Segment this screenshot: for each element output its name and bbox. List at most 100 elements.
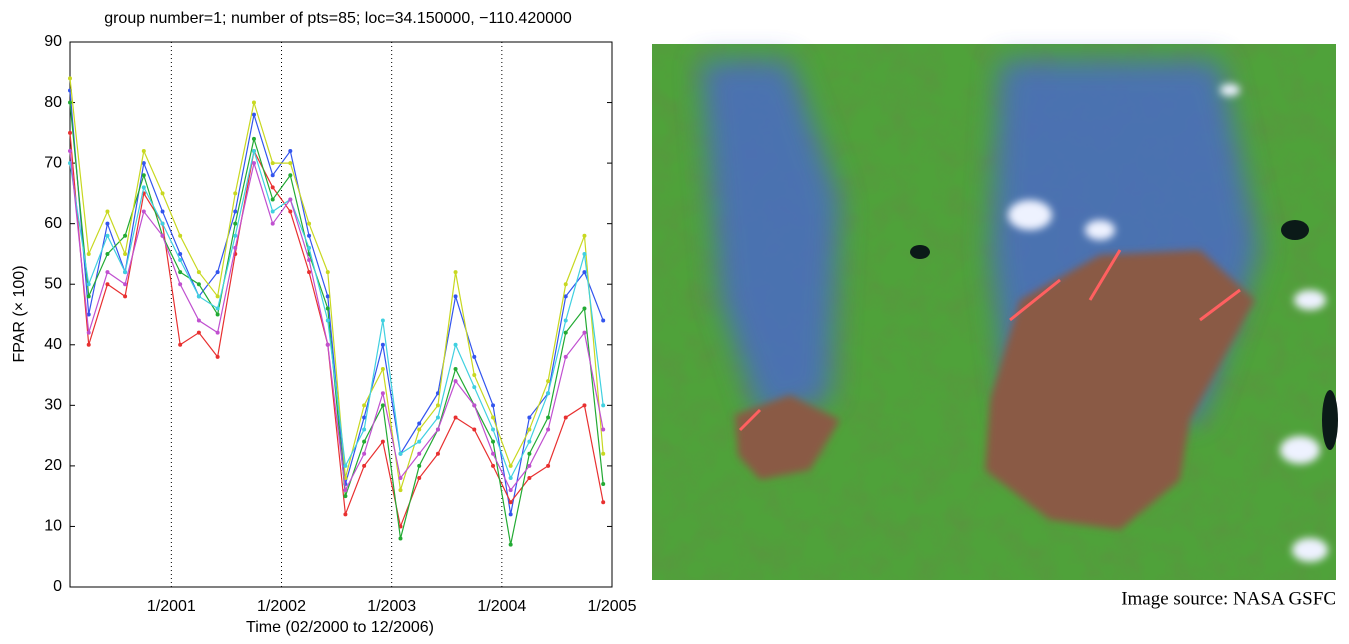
- data-point: [123, 282, 128, 287]
- plot-frame: [69, 41, 613, 588]
- data-point: [233, 233, 238, 238]
- data-point: [123, 270, 128, 275]
- data-point: [563, 294, 568, 299]
- data-point: [105, 221, 110, 226]
- data-point: [233, 191, 238, 196]
- x-axis-label: Time (02/2000 to 12/2006): [246, 619, 434, 636]
- data-point: [527, 451, 532, 456]
- data-point: [325, 294, 330, 299]
- data-point: [362, 451, 367, 456]
- data-point: [141, 185, 146, 190]
- data-point: [435, 415, 440, 420]
- data-point: [215, 306, 220, 311]
- data-point: [288, 209, 293, 214]
- y-tick-label: 70: [44, 154, 62, 171]
- data-point: [86, 282, 91, 287]
- data-point: [527, 463, 532, 468]
- data-point: [453, 294, 458, 299]
- data-point: [178, 270, 183, 275]
- data-point: [582, 306, 587, 311]
- data-point: [453, 342, 458, 347]
- data-point: [270, 173, 275, 178]
- data-point: [563, 330, 568, 335]
- data-point: [251, 100, 256, 105]
- data-point: [105, 209, 110, 214]
- data-point: [362, 415, 367, 420]
- data-point: [601, 403, 606, 408]
- y-axis-label: FPAR (× 100): [11, 265, 28, 362]
- data-point: [582, 270, 587, 275]
- data-point: [417, 427, 422, 432]
- data-point: [270, 209, 275, 214]
- data-point: [380, 342, 385, 347]
- x-tick-label: 1/2001: [147, 598, 196, 615]
- y-tick-label: 60: [44, 215, 62, 232]
- data-point: [251, 149, 256, 153]
- data-point: [472, 385, 477, 390]
- data-point: [582, 403, 587, 408]
- data-point: [270, 221, 275, 226]
- data-point: [178, 251, 183, 256]
- series-line: [69, 78, 604, 491]
- data-point: [86, 251, 91, 256]
- data-point: [196, 282, 201, 287]
- data-point: [251, 112, 256, 117]
- data-point: [362, 403, 367, 408]
- data-point: [141, 209, 146, 214]
- data-point: [343, 512, 348, 517]
- data-point: [546, 427, 551, 432]
- data-point: [325, 270, 330, 275]
- data-point: [582, 251, 587, 256]
- y-tick-label: 90: [44, 33, 62, 50]
- series-line: [69, 148, 604, 480]
- data-point: [196, 270, 201, 275]
- image-caption: Image source: NASA GSFC: [1121, 588, 1336, 609]
- data-point: [398, 476, 403, 480]
- data-point: [472, 403, 477, 408]
- data-point: [325, 342, 330, 347]
- data-point: [601, 427, 606, 432]
- data-point: [160, 209, 165, 214]
- y-tick-label: 10: [44, 518, 62, 535]
- data-point: [160, 233, 165, 238]
- data-point: [435, 403, 440, 408]
- series-line: [69, 90, 604, 515]
- data-point: [491, 415, 496, 420]
- data-point: [417, 463, 422, 468]
- data-point: [196, 330, 201, 335]
- data-point: [105, 270, 110, 275]
- data-point: [380, 318, 385, 323]
- data-point: [472, 373, 477, 378]
- data-point: [68, 76, 72, 81]
- y-tick-label: 0: [53, 578, 62, 595]
- data-point: [68, 130, 72, 135]
- data-point: [491, 427, 496, 432]
- data-point: [398, 451, 403, 456]
- data-point: [380, 367, 385, 371]
- chart-title: group number=1; number of pts=85; loc=34…: [104, 10, 572, 27]
- data-point: [307, 221, 312, 226]
- data-point: [601, 482, 606, 487]
- data-point: [362, 463, 367, 468]
- data-point: [601, 318, 606, 323]
- data-point: [288, 197, 293, 202]
- data-point: [435, 427, 440, 432]
- data-point: [417, 451, 422, 456]
- data-point: [563, 354, 568, 359]
- data-point: [270, 197, 275, 202]
- data-point: [417, 476, 422, 480]
- data-point: [288, 173, 293, 178]
- data-point: [270, 185, 275, 190]
- data-point: [563, 318, 568, 323]
- data-point: [472, 427, 477, 432]
- data-point: [86, 330, 91, 335]
- data-point: [527, 427, 532, 432]
- data-point: [508, 488, 513, 493]
- data-point: [527, 439, 532, 444]
- data-point: [307, 245, 312, 250]
- data-point: [380, 403, 385, 408]
- data-point: [215, 354, 220, 359]
- data-point: [491, 463, 496, 468]
- data-point: [563, 415, 568, 420]
- data-point: [491, 403, 496, 408]
